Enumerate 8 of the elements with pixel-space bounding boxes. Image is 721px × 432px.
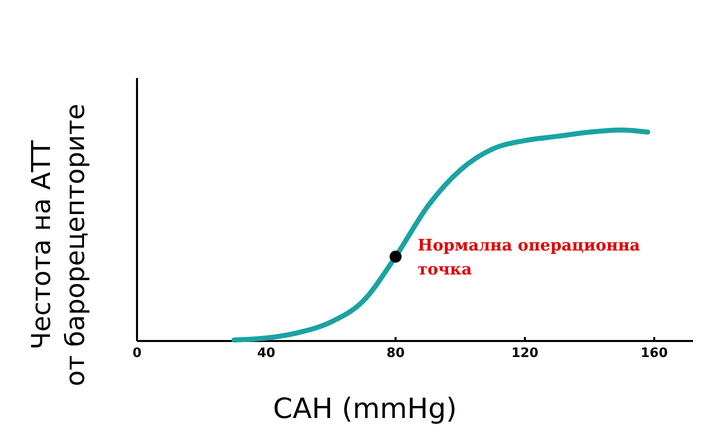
x-tick-label: 120 — [511, 346, 538, 361]
x-tick-label: 0 — [132, 346, 142, 361]
x-tick-label: 160 — [640, 346, 668, 361]
x-tick-label: 80 — [386, 346, 405, 361]
x-tick-label: 40 — [257, 346, 276, 361]
annotation: Нормална операционна точка — [418, 236, 640, 279]
y-axis-title: Честота на АТТ от барорецепторите — [27, 104, 91, 386]
x-axis-title: САН (mmHg) — [273, 392, 457, 425]
